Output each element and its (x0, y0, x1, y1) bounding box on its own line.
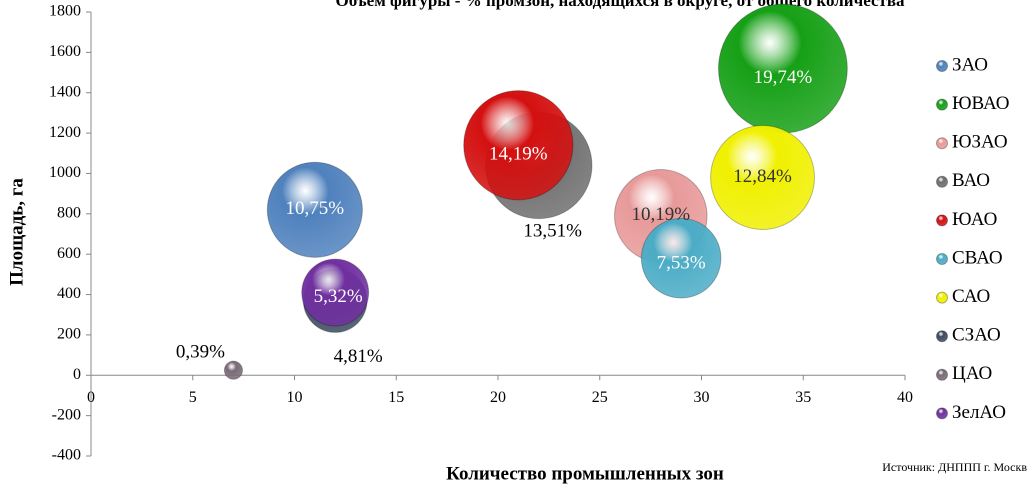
legend-label: ЗАО (952, 54, 988, 75)
chart-title: Объем фигуры - % промзон, находящихся в … (335, 0, 905, 10)
y-axis-label: Площадь, га (6, 178, 27, 286)
y-tick-label: 1000 (49, 164, 81, 181)
legend-label: ЗелАО (952, 402, 1006, 423)
data-label: 13,51% (523, 221, 582, 242)
x-tick-label: 10 (287, 389, 303, 406)
legend-marker (936, 60, 948, 72)
x-tick-label: 0 (87, 389, 95, 406)
legend-marker (936, 175, 948, 188)
bubble (710, 125, 816, 230)
y-tick-label: 0 (73, 366, 81, 383)
bubble (223, 360, 244, 380)
data-label: 10,75% (286, 198, 345, 219)
legend-label: ЮВАО (952, 93, 1010, 114)
y-tick-label: 1600 (49, 43, 81, 60)
data-label: 14,19% (489, 144, 548, 165)
legend-label: СЗАО (952, 325, 1001, 346)
y-tick-label: 600 (57, 245, 81, 262)
legend-marker (936, 330, 948, 343)
legend-marker (936, 291, 948, 304)
data-label: 5,32% (314, 286, 363, 307)
data-label: 4,81% (334, 346, 383, 367)
legend-label: СВАО (952, 247, 1003, 268)
data-label: 7,53% (657, 253, 706, 274)
x-tick-label: 5 (189, 389, 197, 406)
legend-label: ЦАО (952, 363, 992, 384)
bubble (640, 217, 722, 299)
x-tick-label: 40 (897, 389, 913, 406)
bubble (463, 90, 574, 201)
y-tick-label: 1200 (49, 124, 81, 141)
x-tick-label: 25 (592, 389, 608, 406)
y-tick-label: 1400 (49, 83, 81, 100)
legend-marker (936, 407, 948, 420)
legend-marker (936, 214, 948, 227)
legend-marker (936, 368, 948, 381)
y-tick-label: 1800 (49, 3, 81, 20)
x-tick-label: 35 (795, 389, 811, 406)
legend-marker (936, 98, 948, 111)
data-label: 19,74% (754, 67, 813, 88)
y-tick-label: -200 (52, 406, 81, 423)
y-tick-label: 200 (57, 326, 81, 343)
legend-marker (936, 137, 948, 150)
x-tick-label: 20 (490, 389, 506, 406)
y-tick-label: 400 (57, 285, 81, 302)
legend-label: ЮЗАО (952, 132, 1008, 153)
source: Источник: ДНППП г. Москв (882, 460, 1027, 474)
data-label: 10,19% (632, 204, 691, 225)
legend-marker (936, 253, 948, 265)
y-tick-label: 800 (57, 204, 81, 221)
bubble (266, 161, 363, 258)
data-label: 0,39% (176, 342, 225, 363)
legend-label: ЮАО (952, 209, 997, 230)
bubble (301, 258, 370, 327)
x-tick-label: 15 (388, 389, 404, 406)
legend-label: ВАО (952, 170, 990, 191)
y-tick-label: -400 (52, 447, 81, 464)
x-tick-label: 30 (694, 389, 710, 406)
legend-label: САО (952, 286, 990, 307)
data-label: 12,84% (733, 166, 792, 187)
x-axis-label: Количество промышленных зон (446, 463, 724, 484)
